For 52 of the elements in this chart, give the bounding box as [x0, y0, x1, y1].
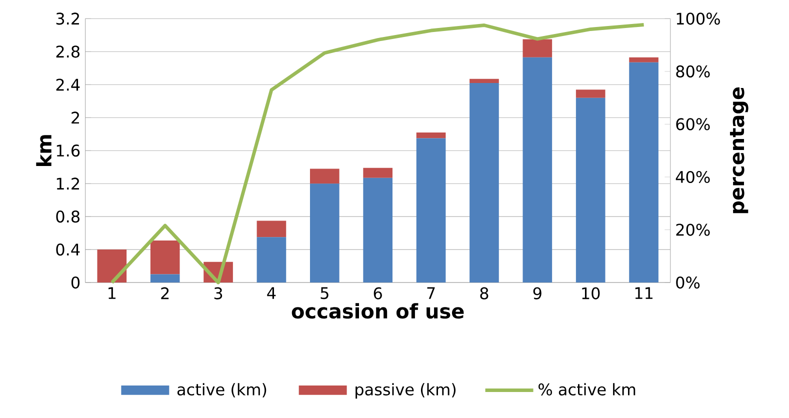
bar	[363, 178, 393, 282]
y-tick-label: 2.8	[56, 45, 80, 58]
bar	[576, 89, 606, 98]
y2-tick-label: 60%	[676, 118, 710, 130]
y2-axis-title: percentage	[730, 87, 748, 213]
y2-tick-label: 0%	[676, 276, 700, 288]
legend-label: active (km)	[177, 382, 266, 398]
bar	[470, 82, 499, 282]
x-tick-label: 3	[214, 287, 222, 300]
y-tick-label: 0.4	[56, 243, 80, 256]
x-tick-label: 7	[427, 287, 435, 299]
bar	[470, 78, 499, 83]
x-tick-label: 6	[374, 287, 382, 300]
x-tick-label: 4	[267, 287, 276, 299]
y-tick-label: 1.2	[56, 177, 79, 190]
y-tick-label: 1.6	[56, 144, 80, 156]
x-tick-label: 9	[533, 287, 542, 300]
bar	[522, 57, 552, 282]
bar	[576, 98, 606, 282]
bar	[416, 138, 446, 282]
y2-tick-label: 100%	[676, 12, 720, 24]
bar	[97, 249, 127, 282]
line-series	[110, 22, 646, 284]
bar	[629, 57, 658, 62]
bar	[256, 220, 286, 237]
bar	[416, 132, 446, 138]
x-tick-label: 10	[582, 287, 600, 300]
y-tick-label: 3.2	[56, 12, 79, 24]
y-tick-label: 0	[71, 276, 80, 288]
y-tick-label: 0.8	[56, 210, 80, 222]
y-axis-title: km	[36, 134, 52, 166]
bar	[363, 168, 393, 178]
y2-tick-label: 40%	[676, 170, 710, 183]
y-tick-label: 2	[72, 111, 79, 124]
legend-label: passive (km)	[356, 382, 456, 398]
bar	[150, 274, 180, 282]
bar	[522, 39, 552, 58]
bar	[629, 62, 658, 282]
bar	[150, 240, 180, 274]
bar	[256, 236, 286, 282]
x-tick-label: 2	[161, 287, 169, 299]
legend-label: % active km	[538, 382, 636, 396]
bar	[310, 183, 340, 282]
bar	[310, 168, 340, 184]
y2-tick-label: 80%	[676, 65, 710, 78]
x-axis-title: occasion of use	[292, 302, 464, 318]
x-tick-label: 8	[480, 287, 488, 300]
y2-tick-label: 20%	[676, 223, 710, 236]
x-tick-label: 5	[320, 287, 328, 299]
y-tick-label: 2.4	[56, 78, 80, 90]
x-tick-label: 1	[108, 287, 116, 299]
x-tick-label: 11	[635, 287, 652, 299]
